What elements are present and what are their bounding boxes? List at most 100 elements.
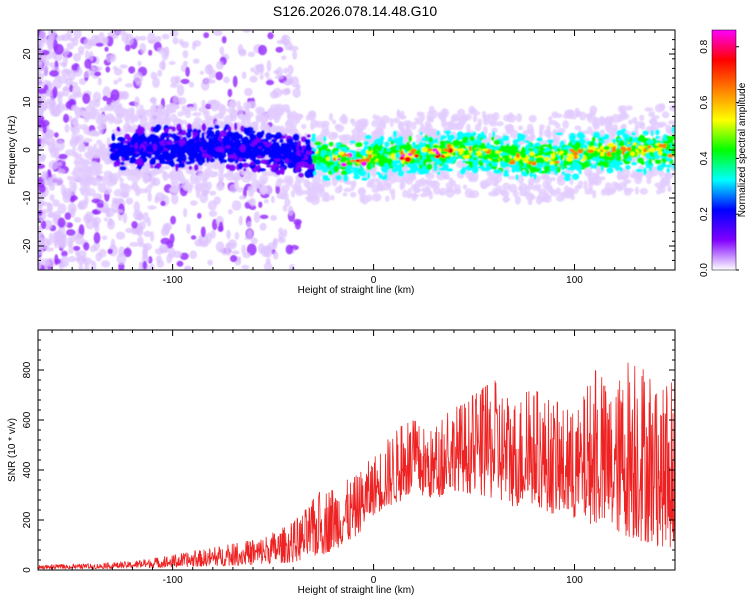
spectrogram-blob <box>424 120 431 128</box>
spectrogram-blob <box>527 142 531 147</box>
spectrogram-blob <box>144 147 152 152</box>
spectrogram-blob <box>421 137 428 141</box>
spectrogram-blob <box>543 172 548 179</box>
spectrogram-blob <box>603 133 610 140</box>
spectrogram-blob <box>174 135 181 142</box>
spectrogram-blob <box>182 60 189 66</box>
spectrogram-blob <box>74 156 82 165</box>
spectrogram-blob <box>138 126 146 134</box>
spectrogram-blob <box>130 156 135 164</box>
spectrogram-blob <box>68 115 73 123</box>
spectrogram-blob <box>667 185 672 193</box>
spectrogram-blob <box>482 114 491 122</box>
spectrogram-blob <box>455 122 464 131</box>
spectrogram-blob <box>286 177 294 185</box>
spectrogram-blob <box>396 109 401 119</box>
spectrogram-blob <box>283 67 288 74</box>
spectrogram-blob <box>78 262 84 270</box>
spectrogram-blob <box>250 237 258 245</box>
spectrogram-blob <box>73 30 82 39</box>
spectrogram-blob <box>113 102 123 108</box>
spectrogram-blob <box>351 128 362 135</box>
spectrogram-blob <box>214 124 220 130</box>
spectrogram-blob <box>495 121 504 127</box>
spectrogram-blob <box>442 163 447 171</box>
spectrogram-blob <box>162 117 172 125</box>
spectrogram-blob <box>316 168 324 177</box>
spectrogram-blob <box>512 189 519 198</box>
spectrogram-blob <box>227 209 233 215</box>
spectrogram-blob <box>579 111 587 121</box>
spectrogram-blob <box>240 115 246 121</box>
spectrogram-blob <box>206 161 213 170</box>
spectrogram-blob <box>57 92 63 104</box>
spectrogram-blob <box>72 245 81 251</box>
spectrogram-blob <box>464 160 473 165</box>
spectrogram-blob <box>207 126 214 131</box>
spectrogram-blob <box>449 134 455 140</box>
spectrogram-blob <box>97 77 102 86</box>
spectrogram-blob <box>168 126 173 130</box>
spectrogram-blob <box>180 178 190 185</box>
spectrogram-blob <box>197 212 202 219</box>
spectrogram-blob <box>225 145 231 149</box>
spectrogram-blob <box>92 153 101 159</box>
spectrogram-blob <box>535 162 544 169</box>
spectrogram-blob <box>587 181 594 188</box>
spectrogram-blob <box>599 160 603 164</box>
spectrogram-blob <box>191 154 195 160</box>
spectrogram-blob <box>548 116 553 122</box>
spectrogram-blob <box>322 179 332 188</box>
spectrogram-blob <box>242 158 247 162</box>
spectrogram-blob <box>624 139 628 147</box>
spectrogram-blob <box>127 141 131 149</box>
spectrogram-blob <box>511 166 516 173</box>
spectrogram-blob <box>549 160 554 166</box>
spectrogram-blob <box>192 131 198 137</box>
spectrogram-blob <box>280 88 291 96</box>
spectrogram-blob <box>265 79 275 86</box>
spectrogram-blob <box>338 184 343 193</box>
spectrogram-blob <box>459 168 466 175</box>
spectrogram-blob <box>451 113 460 122</box>
spectrogram-blob <box>660 163 667 168</box>
spectrogram-blob <box>83 116 90 123</box>
spectrogram-blob <box>177 84 185 97</box>
spectrogram-blob <box>74 123 82 131</box>
spectrogram-blob <box>236 150 241 157</box>
spectrogram-blob <box>260 185 267 196</box>
spectrogram-blob <box>113 68 123 76</box>
spectrogram-blob <box>259 214 269 219</box>
spectrogram-blob <box>385 195 390 202</box>
spectrogram-blob <box>265 132 273 141</box>
spectrogram-blob <box>58 225 66 236</box>
spectrogram-blob <box>218 153 224 161</box>
spectrogram-blob <box>279 138 284 144</box>
spectrogram-blob <box>655 189 662 195</box>
spectrogram-blob <box>123 148 130 152</box>
spectrogram-blob <box>564 173 572 178</box>
spectrogram-blob <box>464 132 472 136</box>
spectrogram-blob <box>459 134 463 140</box>
spectrogram-blob <box>131 152 136 157</box>
spectrogram-blob <box>422 159 427 167</box>
spectrogram-blob <box>169 185 180 195</box>
spectrogram-blob <box>201 123 207 132</box>
spectrogram-blob <box>130 116 135 125</box>
spectrogram-blob <box>434 161 443 165</box>
spectrogram-blob <box>518 125 524 131</box>
spectrogram-blob <box>218 172 225 183</box>
spectrogram-blob <box>187 106 196 112</box>
spectrogram-blob <box>38 231 42 236</box>
spectrogram-blob <box>311 133 316 138</box>
spectrogram-blob <box>635 168 643 173</box>
spectrogram-blob <box>348 169 354 174</box>
spectrogram-blob <box>267 32 274 40</box>
spectrogram-blob <box>304 170 312 179</box>
spectrogram-blob <box>243 101 251 111</box>
spectrogram-blob <box>258 201 263 208</box>
spectrogram-blob <box>462 184 468 190</box>
spectrogram-blob <box>93 71 102 77</box>
